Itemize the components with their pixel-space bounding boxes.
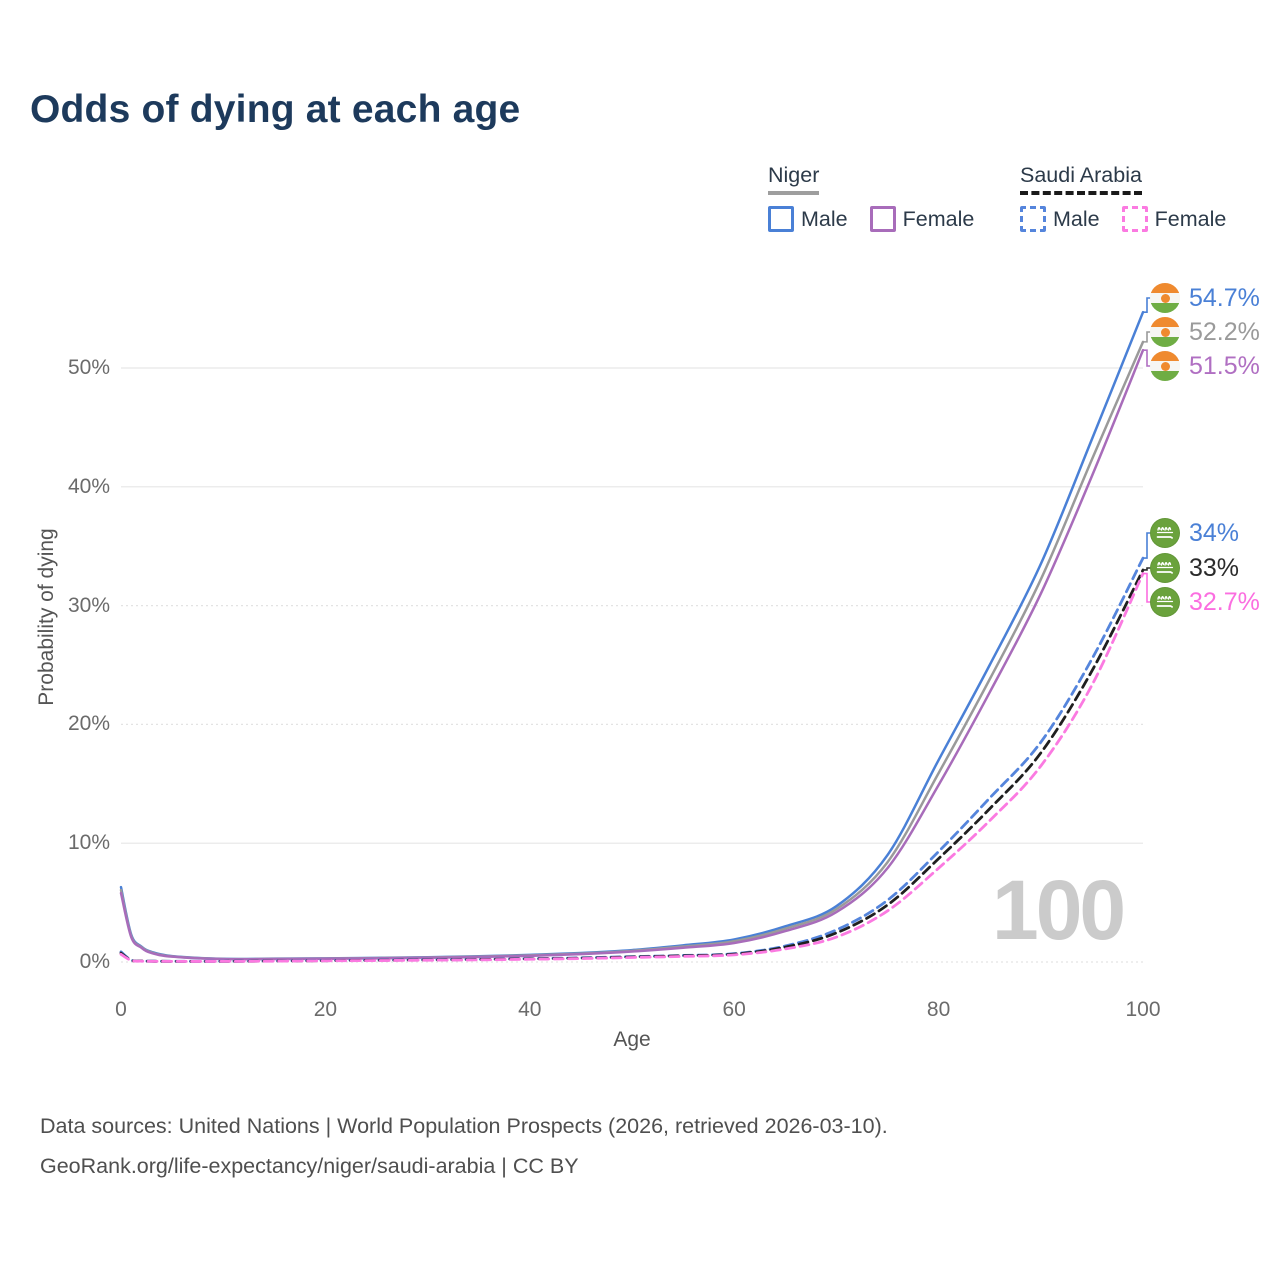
legend-label: Male [801, 206, 848, 231]
legend-item-saudi-male[interactable]: Male [1020, 206, 1100, 232]
saudi-flag-icon [1150, 518, 1180, 548]
saudi-flag-icon [1150, 553, 1180, 583]
y-tick-label: 40% [67, 474, 110, 498]
legend-label: Female [902, 206, 975, 231]
niger-flag-icon [1150, 283, 1180, 313]
series-line-niger_male [119, 310, 1145, 961]
end-label-value: 52.2% [1189, 317, 1260, 346]
legend-group-niger: Niger Male Female [768, 163, 974, 232]
legend-niger-row: Male Female [768, 206, 974, 232]
y-tick-label: 30% [67, 593, 110, 617]
y-tick-label: 20% [67, 712, 110, 736]
legend-niger-title: Niger [768, 163, 820, 195]
saudi-flag-icon [1150, 587, 1180, 617]
x-tick-label: 100 [1125, 998, 1161, 1021]
end-label-value: 32.7% [1189, 587, 1260, 616]
end-label-niger-0: 54.7% [1150, 282, 1260, 314]
y-tick-label: 50% [67, 356, 110, 379]
series-line-saudi_average [119, 568, 1145, 963]
footer-data-sources: Data sources: United Nations | World Pop… [40, 1114, 888, 1138]
chart-title: Odds of dying at each age [30, 88, 521, 131]
end-label-value: 51.5% [1189, 351, 1260, 380]
x-tick-label: 20 [313, 998, 338, 1021]
end-label-value: 34% [1189, 518, 1240, 547]
series-line-niger_female [119, 348, 1145, 961]
age-watermark: 100 [992, 863, 1126, 957]
legend-saudi-row: Male Female [1020, 206, 1226, 232]
end-label-niger-1: 52.2% [1150, 316, 1260, 348]
series-line-saudi_male [119, 556, 1145, 963]
y-tick-label: 0% [79, 950, 110, 973]
legend-label: Female [1154, 206, 1227, 231]
x-tick-label: 40 [518, 998, 542, 1021]
niger-male-swatch-icon [768, 206, 794, 232]
legend-saudi-title: Saudi Arabia [1020, 163, 1142, 195]
footer: Data sources: United Nations | World Pop… [40, 1106, 888, 1186]
niger-female-swatch-icon [869, 206, 896, 232]
x-tick-label: 60 [722, 998, 746, 1021]
niger-flag-icon [1150, 351, 1180, 381]
x-tick-label: 0 [115, 998, 127, 1021]
legend-label: Male [1053, 206, 1100, 231]
end-label-value: 54.7% [1189, 283, 1260, 312]
end-label-value: 33% [1189, 553, 1240, 582]
x-axis-title: Age [613, 1028, 651, 1051]
end-label-saudi-4: 33% [1150, 552, 1239, 584]
end-label-niger-2: 51.5% [1150, 350, 1260, 382]
x-tick-label: 80 [926, 998, 951, 1021]
footer-attribution: GeoRank.org/life-expectancy/niger/saudi-… [40, 1154, 579, 1178]
series-line-niger_average [119, 340, 1145, 961]
legend-item-niger-male[interactable]: Male [768, 206, 848, 232]
series-line-saudi_female [119, 572, 1145, 963]
niger-flag-icon [1150, 317, 1180, 347]
end-label-saudi-5: 32.7% [1150, 586, 1260, 618]
legend-item-niger-female[interactable]: Female [869, 206, 975, 232]
saudi-male-swatch-icon [1020, 206, 1046, 232]
saudi-female-swatch-icon [1121, 206, 1148, 232]
y-tick-label: 10% [67, 831, 110, 855]
legend-item-saudi-female[interactable]: Female [1121, 206, 1227, 232]
end-label-saudi-3: 34% [1150, 517, 1239, 549]
legend: Niger Male Female Saudi Arabia Male [0, 163, 1280, 243]
legend-group-saudi: Saudi Arabia Male Female [1020, 163, 1226, 232]
y-axis-title: Probability of dying [35, 528, 58, 706]
